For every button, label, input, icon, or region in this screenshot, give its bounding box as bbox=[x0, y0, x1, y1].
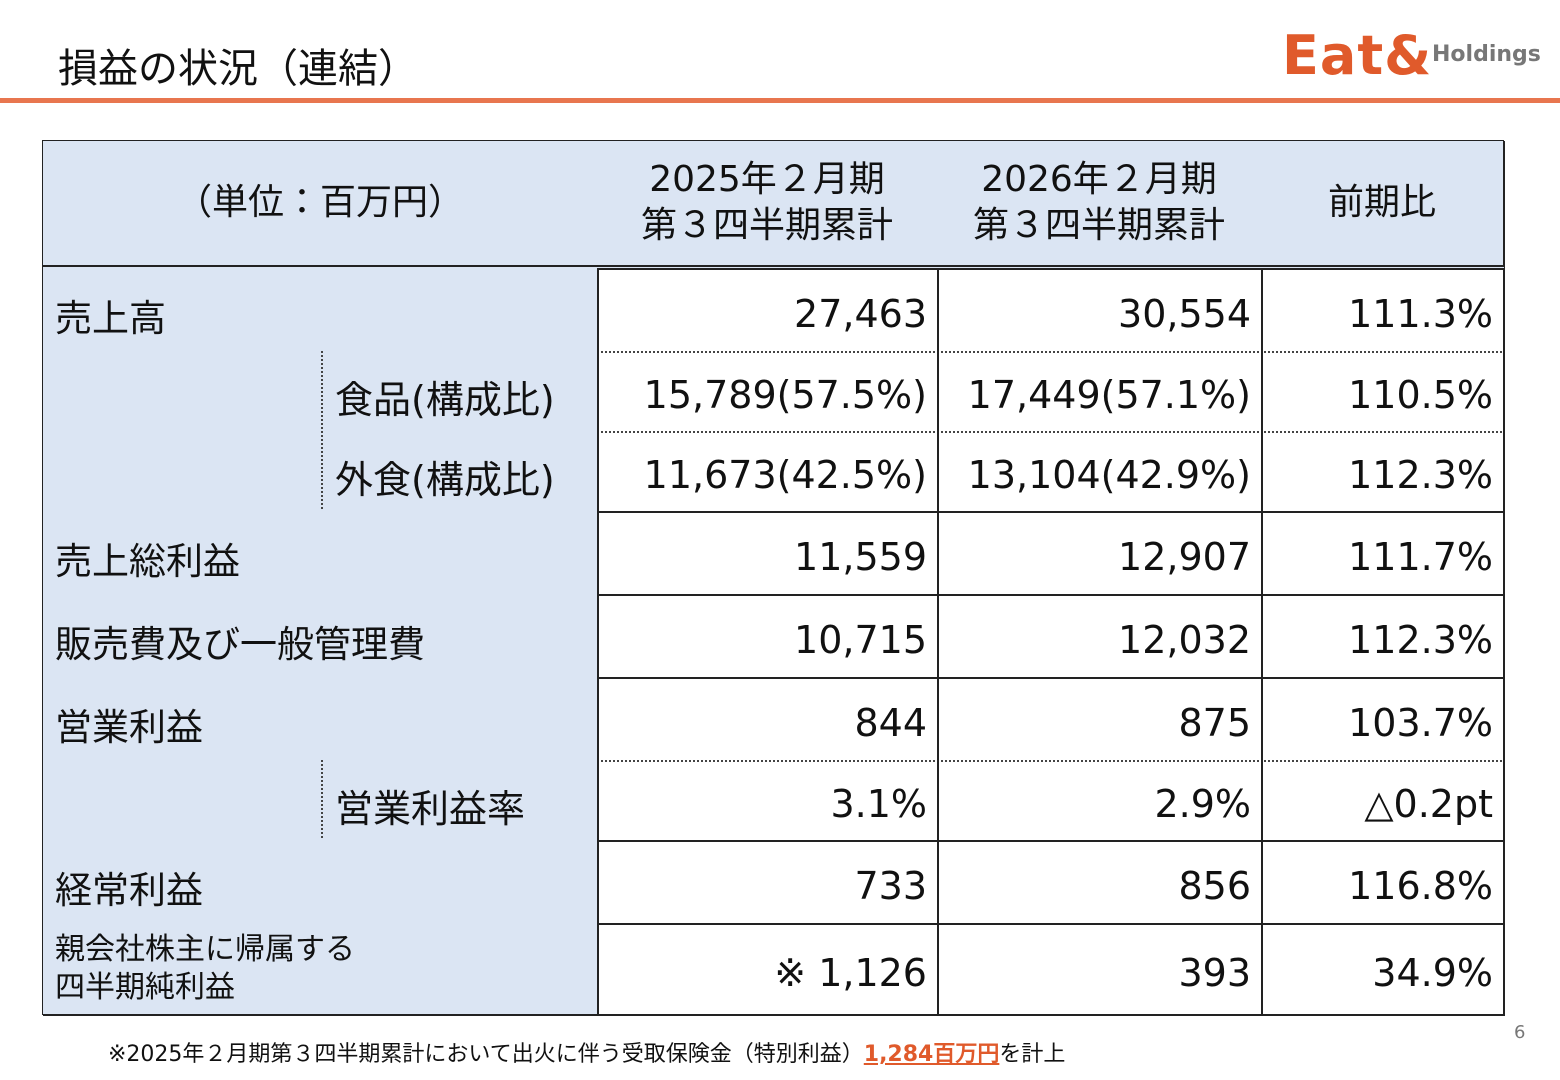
value-cell: 2.9% bbox=[937, 760, 1263, 842]
value-cell: 110.5% bbox=[1261, 351, 1505, 433]
value: 11,559 bbox=[794, 534, 927, 579]
value-cell: 844 bbox=[597, 677, 939, 762]
value-cell: ※ 1,126 bbox=[597, 923, 939, 1016]
value: 112.3% bbox=[1348, 617, 1493, 662]
value-cell: 10,715 bbox=[597, 594, 939, 679]
row-label: 売上高 bbox=[55, 297, 166, 340]
value: 733 bbox=[854, 863, 927, 908]
value: 112.3% bbox=[1348, 453, 1493, 497]
value: 13,104(42.9%) bbox=[967, 453, 1251, 497]
value-cell: 15,789(57.5%) bbox=[597, 351, 939, 433]
sub-label: 食品(構成比) bbox=[335, 378, 555, 422]
row-label-cell: 販売費及び一般管理費 bbox=[43, 594, 599, 679]
value-cell: 112.3% bbox=[1261, 431, 1505, 513]
row-label: 営業利益 bbox=[55, 706, 203, 749]
header-text: （単位：百万円） bbox=[175, 182, 464, 223]
sub-label: 外食(構成比) bbox=[335, 458, 555, 502]
header-cell: 2026年２月期 第３四半期累計 bbox=[937, 141, 1263, 270]
value-cell: 11,673(42.5%) bbox=[597, 431, 939, 513]
value-cell: 34.9% bbox=[1261, 923, 1505, 1016]
row-label-cell: 親会社株主に帰属する 四半期純利益 bbox=[43, 923, 599, 1016]
value: 111.3% bbox=[1348, 291, 1493, 336]
page-number: 6 bbox=[1514, 1022, 1526, 1043]
value: △0.2pt bbox=[1364, 782, 1493, 826]
value-cell: 856 bbox=[937, 840, 1263, 925]
value-cell: 733 bbox=[597, 840, 939, 925]
sub-label-cell: 食品(構成比) bbox=[321, 351, 599, 433]
value: 3.1% bbox=[830, 782, 927, 826]
title: 損益の状況（連結） bbox=[58, 46, 418, 92]
value: 15,789(57.5%) bbox=[643, 373, 927, 417]
value: 34.9% bbox=[1372, 950, 1493, 995]
footnote-text: ※2025年２月期第３四半期累計において出火に伴う受取保険金（特別利益） bbox=[108, 1042, 864, 1067]
logo-sub: Holdings bbox=[1432, 42, 1541, 67]
footnote-suffix: を計上 bbox=[999, 1042, 1066, 1067]
value: ※ 1,126 bbox=[774, 950, 927, 995]
value-cell: 112.3% bbox=[1261, 594, 1505, 679]
value-cell: 103.7% bbox=[1261, 677, 1505, 762]
row-label: 親会社株主に帰属する bbox=[55, 932, 355, 967]
row-label: 売上総利益 bbox=[55, 540, 240, 583]
value: 11,673(42.5%) bbox=[643, 453, 927, 497]
row-label: 販売費及び一般管理費 bbox=[55, 623, 425, 666]
value: 116.8% bbox=[1348, 863, 1493, 908]
value: 110.5% bbox=[1348, 373, 1493, 417]
value-cell: 12,907 bbox=[937, 511, 1263, 596]
sub-label-cell: 外食(構成比) bbox=[321, 431, 599, 513]
sub-label: 営業利益率 bbox=[335, 787, 526, 831]
footnote: ※2025年２月期第３四半期累計において出火に伴う受取保険金（特別利益）1,28… bbox=[108, 1036, 1065, 1068]
value: 2.9% bbox=[1154, 782, 1251, 826]
header-cell: 2025年２月期 第３四半期累計 bbox=[597, 141, 939, 270]
header-text: 2026年２月期 bbox=[981, 159, 1217, 200]
value-cell: 111.7% bbox=[1261, 511, 1505, 596]
value: 393 bbox=[1178, 950, 1251, 995]
table: （単位：百万円） 2025年２月期 第３四半期累計 2026年２月期 第３四半期累計 前期… bbox=[42, 140, 1505, 1016]
value-cell: 30,554 bbox=[937, 268, 1263, 353]
value: 844 bbox=[854, 700, 927, 745]
value: 30,554 bbox=[1118, 291, 1251, 336]
value-cell: 12,032 bbox=[937, 594, 1263, 679]
value-cell: 393 bbox=[937, 923, 1263, 1016]
sub-label-cell: 営業利益率 bbox=[321, 760, 599, 842]
value-cell: 875 bbox=[937, 677, 1263, 762]
row-label-cell: 経常利益 bbox=[43, 840, 599, 925]
value: 111.7% bbox=[1348, 534, 1493, 579]
value-cell: 17,449(57.1%) bbox=[937, 351, 1263, 433]
logo: Eat& bbox=[1282, 24, 1433, 87]
row-label: 経常利益 bbox=[55, 869, 203, 912]
header-cell: （単位：百万円） bbox=[43, 141, 599, 270]
header-text: 第３四半期累計 bbox=[640, 205, 893, 246]
header-text: 2025年２月期 bbox=[649, 159, 885, 200]
value-cell: 116.8% bbox=[1261, 840, 1505, 925]
value: 12,907 bbox=[1118, 534, 1251, 579]
footnote-highlight: 1,284百万円 bbox=[863, 1042, 1000, 1067]
header-cell: 前期比 bbox=[1261, 141, 1505, 270]
divider bbox=[0, 98, 1560, 103]
value: 17,449(57.1%) bbox=[967, 373, 1251, 417]
row-label: 四半期純利益 bbox=[55, 970, 235, 1005]
value: 10,715 bbox=[794, 617, 927, 662]
value: 12,032 bbox=[1118, 617, 1251, 662]
value-cell: 13,104(42.9%) bbox=[937, 431, 1263, 513]
row-label-cell: 売上総利益 bbox=[43, 511, 599, 596]
value: 856 bbox=[1178, 863, 1251, 908]
value: 875 bbox=[1178, 700, 1251, 745]
value: 103.7% bbox=[1348, 700, 1493, 745]
header-text: 第３四半期累計 bbox=[972, 205, 1225, 246]
value: 27,463 bbox=[794, 291, 927, 336]
value-cell: 111.3% bbox=[1261, 268, 1505, 353]
value-cell: 11,559 bbox=[597, 511, 939, 596]
value-cell: 3.1% bbox=[597, 760, 939, 842]
value-cell: △0.2pt bbox=[1261, 760, 1505, 842]
header-text: 前期比 bbox=[1327, 182, 1436, 223]
value-cell: 27,463 bbox=[597, 268, 939, 353]
